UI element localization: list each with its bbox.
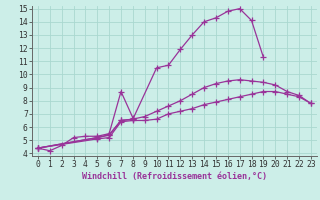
X-axis label: Windchill (Refroidissement éolien,°C): Windchill (Refroidissement éolien,°C) [82, 172, 267, 181]
